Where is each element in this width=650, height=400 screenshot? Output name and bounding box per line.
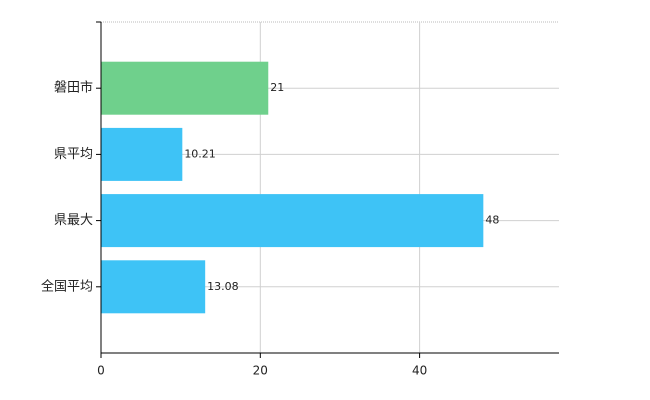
x-tick-label: 40 bbox=[412, 364, 427, 378]
x-tick-label: 0 bbox=[97, 364, 105, 378]
bar bbox=[101, 194, 484, 248]
y-tick-label: 県平均 bbox=[54, 147, 93, 162]
bar bbox=[101, 260, 206, 314]
y-tick-label: 全国平均 bbox=[41, 278, 93, 294]
x-tick-label: 20 bbox=[253, 364, 268, 378]
value-label: 21 bbox=[270, 81, 284, 94]
y-tick-label: 磐田市 bbox=[54, 80, 93, 96]
value-label: 10.21 bbox=[184, 147, 216, 160]
value-label: 13.08 bbox=[207, 280, 239, 293]
value-label: 48 bbox=[485, 214, 499, 227]
y-tick-label: 県最大 bbox=[54, 213, 93, 228]
bar bbox=[101, 127, 183, 181]
bar bbox=[101, 61, 269, 115]
